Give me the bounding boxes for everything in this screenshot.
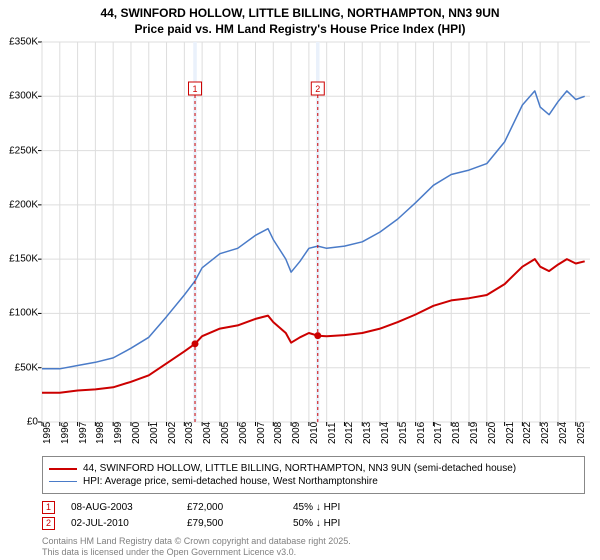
y-tick-label: £100K — [9, 308, 38, 319]
y-tick-label: £150K — [9, 254, 38, 265]
x-tick-label: 2003 — [184, 422, 195, 444]
x-tick-label: 2004 — [202, 422, 213, 444]
title-line-1: 44, SWINFORD HOLLOW, LITTLE BILLING, NOR… — [10, 6, 590, 22]
sales-list: 1 08-AUG-2003 £72,000 45% ↓ HPI 2 02-JUL-2010… — [42, 498, 585, 533]
sale-pct: 45% ↓ HPI — [293, 502, 393, 513]
y-tick-label: £300K — [9, 91, 38, 102]
sale-row: 2 02-JUL-2010 £79,500 50% ↓ HPI — [42, 517, 585, 530]
x-tick-label: 2022 — [522, 422, 533, 444]
y-tick-label: £250K — [9, 145, 38, 156]
sale-price: £79,500 — [187, 518, 277, 529]
sale-pct: 50% ↓ HPI — [293, 518, 393, 529]
x-tick-label: 2001 — [149, 422, 160, 444]
sale-marker-box: 2 — [42, 517, 55, 530]
legend-label: HPI: Average price, semi-detached house,… — [83, 476, 378, 487]
legend-item: 44, SWINFORD HOLLOW, LITTLE BILLING, NOR… — [49, 463, 578, 474]
x-tick-label: 1996 — [60, 422, 71, 444]
attribution-line-2: This data is licensed under the Open Gov… — [42, 547, 351, 558]
x-tick-label: 1995 — [42, 422, 53, 444]
x-tick-label: 1997 — [78, 422, 89, 444]
x-tick-label: 2019 — [469, 422, 480, 444]
y-tick-label: £200K — [9, 199, 38, 210]
y-axis: £0£50K£100K£150K£200K£250K£300K£350K — [0, 42, 40, 422]
chart-svg: 12 — [42, 42, 590, 422]
chart-plot-area: 12 — [42, 42, 590, 422]
x-tick-label: 2012 — [344, 422, 355, 444]
x-tick-label: 2007 — [256, 422, 267, 444]
x-tick-label: 2017 — [433, 422, 444, 444]
sale-price: £72,000 — [187, 502, 277, 513]
sale-date: 08-AUG-2003 — [71, 502, 171, 513]
y-tick-label: £350K — [9, 37, 38, 48]
svg-text:2: 2 — [315, 84, 320, 94]
x-tick-label: 2008 — [273, 422, 284, 444]
x-tick-label: 2002 — [167, 422, 178, 444]
x-tick-label: 2015 — [398, 422, 409, 444]
sale-marker-box: 1 — [42, 501, 55, 514]
x-tick-label: 2010 — [309, 422, 320, 444]
legend-swatch — [49, 481, 77, 483]
legend-swatch — [49, 468, 77, 470]
x-tick-label: 2009 — [291, 422, 302, 444]
x-tick-label: 2021 — [505, 422, 516, 444]
x-tick-label: 2018 — [451, 422, 462, 444]
x-tick-label: 2006 — [238, 422, 249, 444]
sale-date: 02-JUL-2010 — [71, 518, 171, 529]
x-tick-label: 2020 — [487, 422, 498, 444]
x-tick-label: 1999 — [113, 422, 124, 444]
x-tick-label: 1998 — [95, 422, 106, 444]
legend-item: HPI: Average price, semi-detached house,… — [49, 476, 578, 487]
x-tick-label: 2014 — [380, 422, 391, 444]
sale-row: 1 08-AUG-2003 £72,000 45% ↓ HPI — [42, 501, 585, 514]
title-line-2: Price paid vs. HM Land Registry's House … — [10, 22, 590, 38]
svg-text:1: 1 — [193, 84, 198, 94]
x-tick-label: 2013 — [362, 422, 373, 444]
y-tick-label: £0 — [27, 417, 38, 428]
attribution-line-1: Contains HM Land Registry data © Crown c… — [42, 536, 351, 547]
legend: 44, SWINFORD HOLLOW, LITTLE BILLING, NOR… — [42, 456, 585, 494]
x-tick-label: 2023 — [540, 422, 551, 444]
chart-title-block: 44, SWINFORD HOLLOW, LITTLE BILLING, NOR… — [0, 0, 600, 39]
legend-label: 44, SWINFORD HOLLOW, LITTLE BILLING, NOR… — [83, 463, 516, 474]
y-tick-label: £50K — [15, 362, 38, 373]
x-tick-label: 2000 — [131, 422, 142, 444]
x-tick-label: 2005 — [220, 422, 231, 444]
x-tick-label: 2024 — [558, 422, 569, 444]
x-tick-label: 2025 — [576, 422, 587, 444]
x-tick-label: 2016 — [416, 422, 427, 444]
x-tick-label: 2011 — [327, 422, 338, 444]
attribution: Contains HM Land Registry data © Crown c… — [42, 536, 351, 558]
